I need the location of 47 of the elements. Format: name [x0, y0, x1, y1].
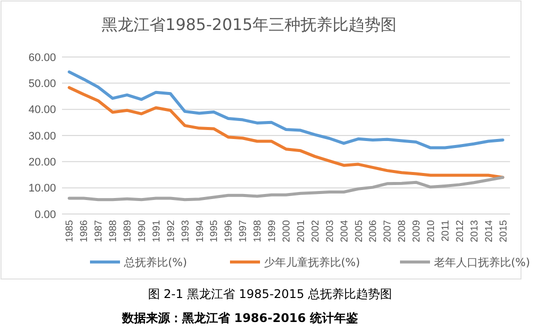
chart-title: 黑龙江省1985-2015年三种抚养比趋势图 [101, 15, 397, 34]
y-tick-label: 10.00 [28, 182, 56, 195]
x-tick-label: 1999 [267, 220, 278, 242]
x-tick-label: 1985 [64, 220, 76, 242]
x-tick-label: 2006 [368, 220, 380, 242]
x-tick-label: 1987 [94, 220, 105, 242]
legend-label: 老年人口抚养比(%) [434, 256, 530, 269]
x-tick-label: 1986 [79, 220, 90, 242]
legend-label: 少年儿童抚养比(%) [264, 256, 360, 269]
x-tick-label: 2010 [426, 220, 438, 242]
x-tick-label: 1995 [209, 220, 220, 242]
x-tick-label: 1994 [194, 220, 206, 242]
y-tick-label: 40.00 [28, 104, 56, 116]
x-tick-label: 2005 [354, 220, 365, 242]
x-tick-label: 2011 [440, 220, 452, 242]
x-tick-label: 2004 [339, 220, 350, 242]
caption: 图 2-1 黑龙江省 1985-2015 总抚养比趋势图 [148, 287, 392, 301]
x-tick-label: 2000 [282, 220, 292, 242]
x-tick-label: 2012 [454, 220, 466, 242]
x-tick-label: 2001 [296, 220, 307, 242]
x-tick-label: 2007 [382, 220, 394, 242]
y-tick-label: 50.00 [28, 78, 56, 90]
y-tick-label: 30.00 [28, 130, 56, 142]
x-tick-label: 1998 [252, 220, 264, 242]
line-series [68, 86, 504, 179]
x-tick-label: 1993 [180, 220, 192, 242]
source-note: 数据来源：黑龙江省 1986-2016 统计年鉴 [120, 311, 358, 325]
x-tick-label: 1997 [238, 220, 250, 242]
x-tick-label: 2002 [310, 220, 322, 242]
x-tick-label: 1988 [108, 220, 120, 242]
x-tick-label: 2003 [324, 220, 336, 242]
line-series [68, 70, 504, 150]
y-tick-label: 60.00 [28, 52, 56, 64]
y-tick-label: 20.00 [28, 156, 56, 169]
y-tick-label: 0.00 [34, 208, 56, 221]
x-tick-label: 1990 [136, 220, 148, 242]
line-series [68, 176, 504, 202]
x-tick-label: 2009 [412, 220, 423, 242]
x-tick-label: 2015 [498, 220, 510, 242]
x-tick-label: 1992 [166, 220, 177, 242]
x-tick-label: 2014 [484, 220, 495, 242]
x-tick-label: 2008 [397, 220, 408, 242]
x-tick-label: 1996 [224, 220, 235, 242]
x-tick-label: 1991 [151, 220, 162, 242]
x-tick-label: 1989 [122, 220, 134, 242]
legend-label: 总抚养比(%) [123, 256, 188, 269]
x-tick-label: 2013 [469, 220, 480, 242]
